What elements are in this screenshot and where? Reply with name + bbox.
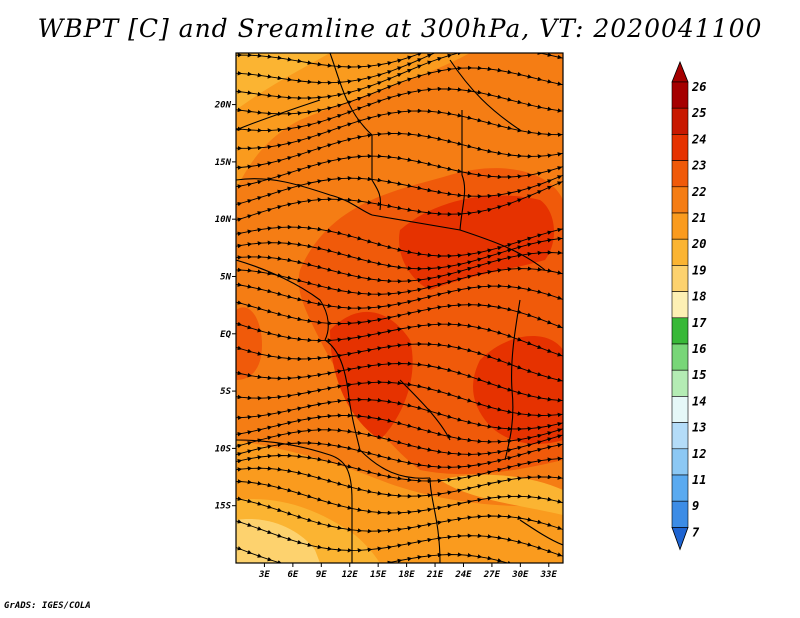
colorbar-label: 9 <box>692 499 699 513</box>
colorbar-label: 23 <box>691 159 706 173</box>
colorbar-swatch <box>671 212 689 240</box>
lon-tick-label: 3E <box>258 570 270 580</box>
streamline <box>236 300 563 329</box>
lon-tick-label: 33E <box>540 570 558 580</box>
colorbar-label: 12 <box>692 447 706 461</box>
colorbar-swatch <box>671 107 689 135</box>
lat-tick-label: 5N <box>220 272 231 282</box>
lat-tick-label: 15N <box>215 158 232 168</box>
colorbar-swatch <box>671 448 689 476</box>
colorbar-swatch <box>671 474 689 502</box>
colorbar-label: 17 <box>692 316 707 330</box>
lon-tick-label: 30E <box>511 570 529 580</box>
lon-tick-label: 27E <box>483 570 501 580</box>
colorbar-label: 21 <box>691 211 706 225</box>
lat-tick-label: EQ <box>220 330 231 340</box>
streamline <box>236 180 563 222</box>
grads-credit: GrADS: IGES/COLA <box>4 601 91 611</box>
colorbar-swatch <box>671 160 689 188</box>
colorbar-swatch <box>671 81 689 109</box>
colorbar-swatch <box>671 317 689 345</box>
colorbar-swatch <box>671 422 689 450</box>
colorbar-label: 22 <box>691 185 706 199</box>
lon-tick-label: 6E <box>287 570 298 580</box>
colorbar-swatch <box>671 134 689 161</box>
colorbar-swatch <box>671 500 689 528</box>
colorbar-label: 24 <box>691 132 706 146</box>
colorbar: 26 25 24 23 22 21 20 19 18 17 16 15 14 13 12 11 9 7 <box>671 60 707 551</box>
colorbar-label: 14 <box>692 394 706 408</box>
chart-title: WBPT [C] and Sreamline at 300hPa, VT: 20… <box>37 14 763 43</box>
colorbar-label: 7 <box>692 525 700 539</box>
lat-tick-label: 15S <box>215 502 232 512</box>
colorbar-swatch <box>671 343 689 371</box>
colorbar-label: 16 <box>692 342 706 356</box>
colorbar-label: 13 <box>692 421 706 435</box>
colorbar-top-arrow <box>671 60 689 83</box>
colorbar-label: 11 <box>692 473 706 487</box>
streamline <box>236 519 563 557</box>
lon-tick-label: 12E <box>342 570 359 580</box>
streamlines <box>236 53 563 563</box>
map-frame <box>235 52 564 564</box>
colorbar-swatch <box>671 238 689 266</box>
lon-tick-label: 18E <box>398 570 415 580</box>
colorbar-label: 20 <box>691 237 706 251</box>
colorbar-swatch <box>671 291 689 319</box>
lon-tick-label: 9E <box>316 570 327 580</box>
lon-tick-label: 15E <box>370 570 387 580</box>
colorbar-label: 26 <box>691 80 706 94</box>
colorbar-bottom-arrow <box>671 527 689 551</box>
streamline <box>236 321 563 357</box>
colorbar-label: 19 <box>692 263 706 277</box>
lat-tick-label: 20N <box>214 101 232 111</box>
lat-tick-label: 10N <box>215 215 232 225</box>
colorbar-label: 25 <box>691 106 706 120</box>
colorbar-label: 15 <box>692 368 706 382</box>
lat-tick-label: 10S <box>215 444 232 454</box>
map-axes: 3E 6E 9E 12E 15E 18E 21E 24E 27E 30E 33E 20N 15N 10N 5… <box>214 101 558 580</box>
country-borders <box>236 53 563 563</box>
colorbar-swatch <box>671 186 689 214</box>
lon-tick-label: 24E <box>454 570 472 580</box>
lon-tick-label: 21E <box>426 570 444 580</box>
colorbar-label: 18 <box>692 290 706 304</box>
colorbar-swatch <box>671 396 689 423</box>
colorbar-swatch <box>671 265 689 292</box>
colorbar-swatch <box>671 369 689 397</box>
lat-tick-label: 5S <box>220 387 231 397</box>
streamline <box>236 546 563 563</box>
